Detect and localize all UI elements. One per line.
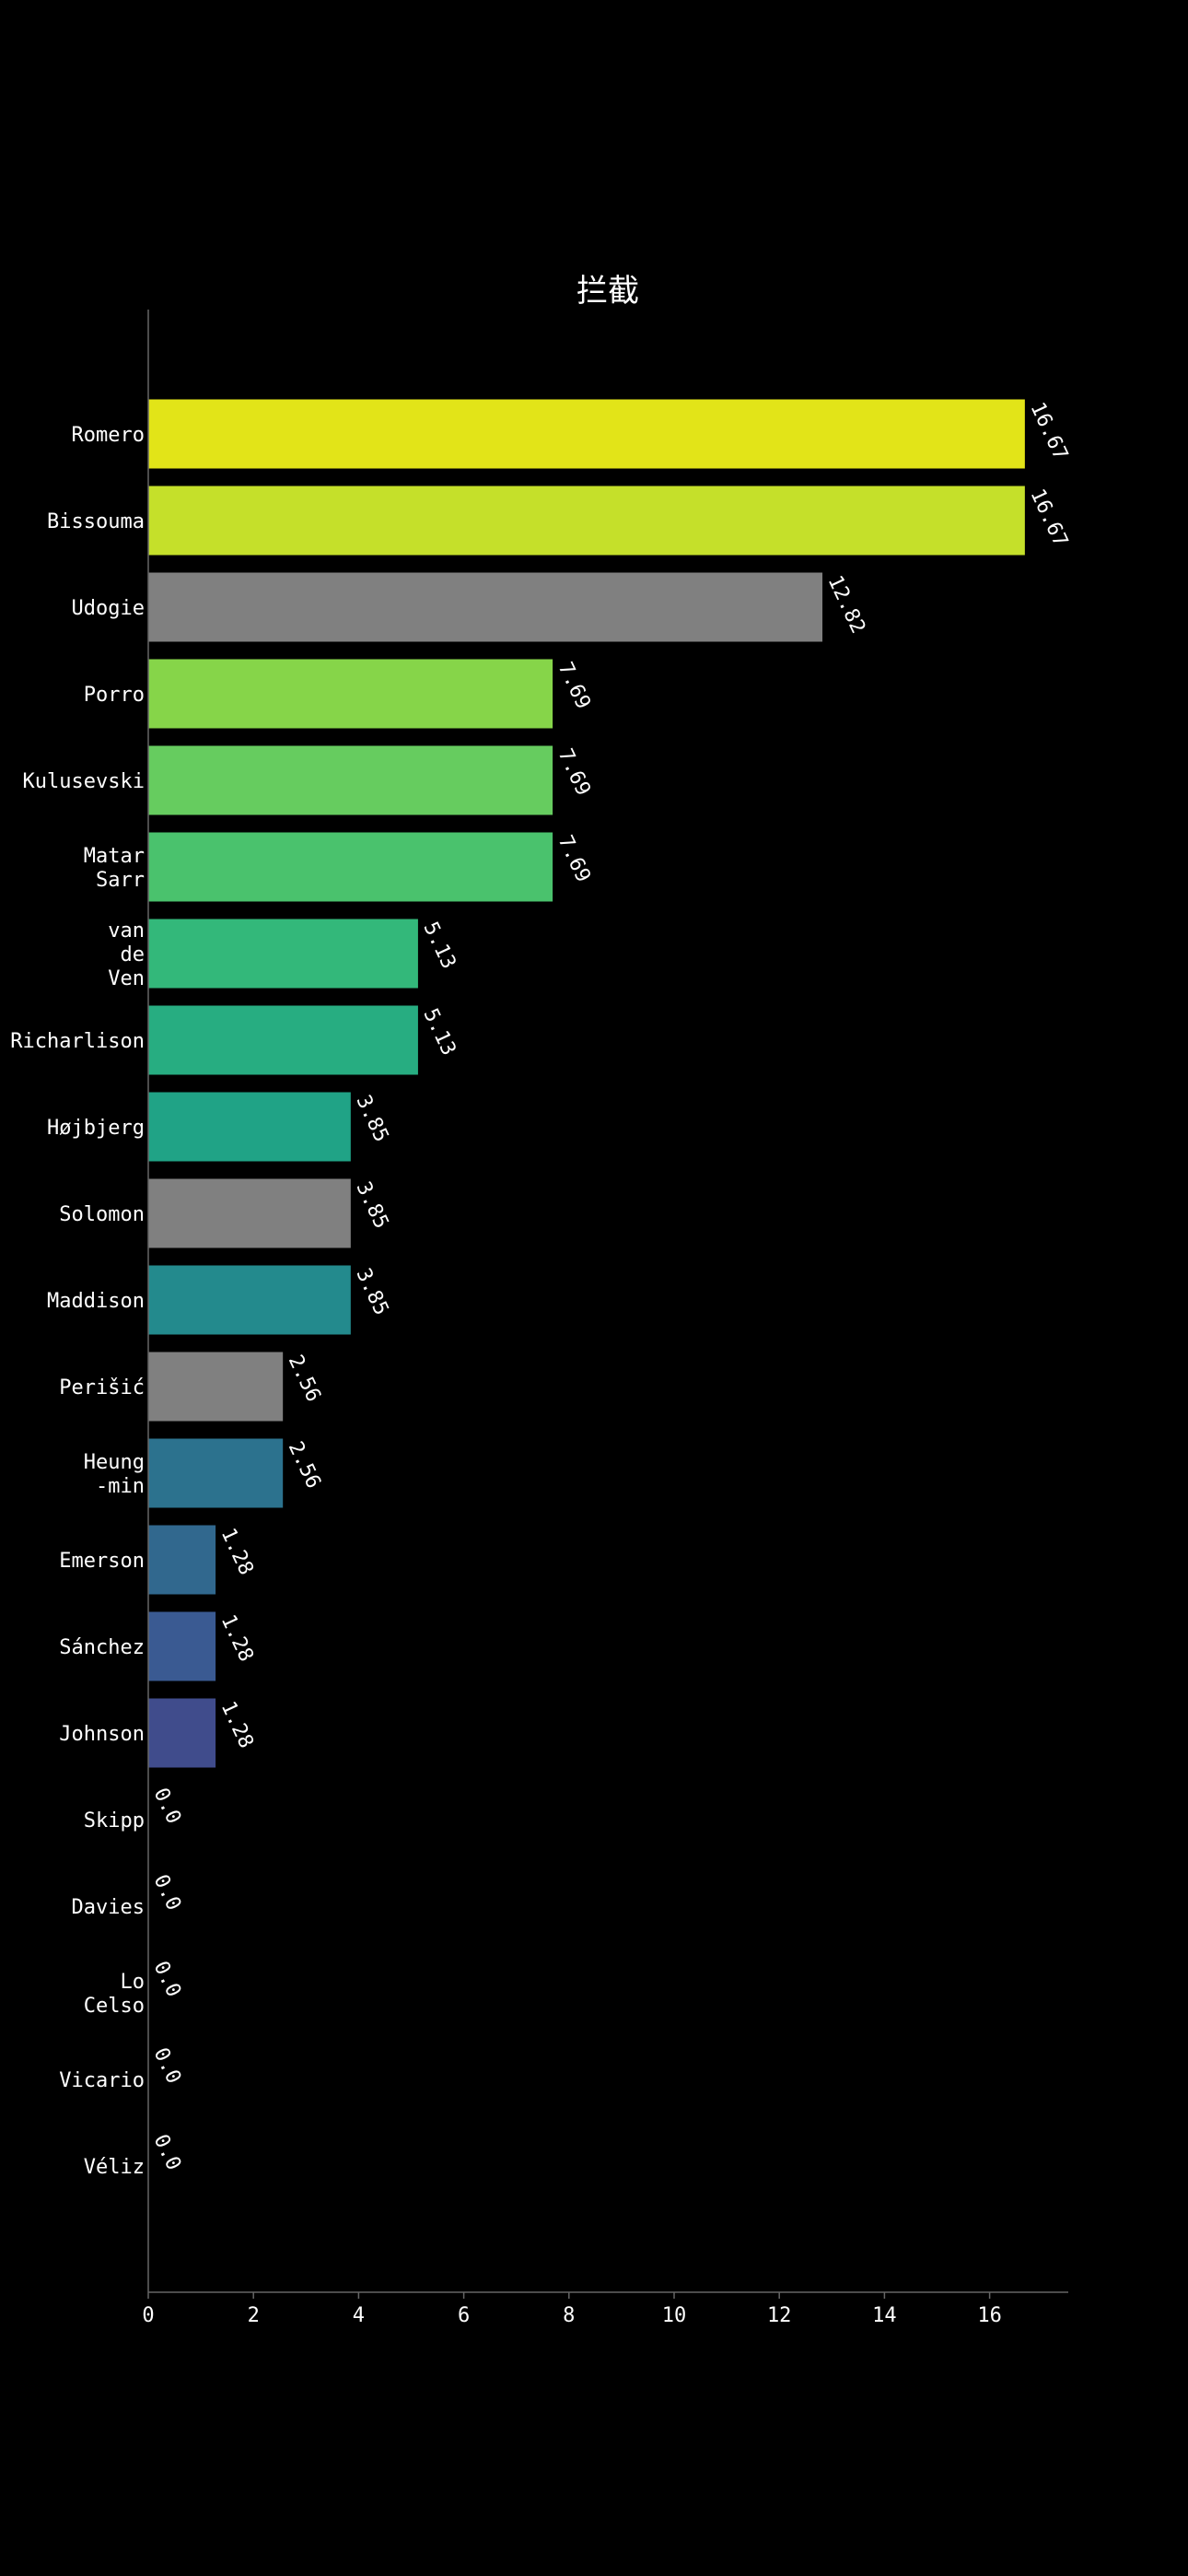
category-label-line: Johnson [59,1723,145,1746]
category-label-5: Matar Sarr [84,845,145,892]
bar-8 [148,1092,351,1162]
category-label-6: van de Ven [108,919,145,990]
category-label-line: Højbjerg [47,1117,145,1140]
category-label-line: Romero [72,424,145,447]
category-label-17: Davies [72,1896,145,1919]
bar-2 [148,572,823,642]
category-label-3: Porro [84,684,145,707]
category-label-13: Emerson [59,1550,145,1573]
value-label-17: 0.0 [149,1871,185,1914]
x-tick-label-1: 2 [248,2304,260,2327]
bar-4 [148,745,553,815]
category-label-1: Bissouma [47,510,145,533]
category-label-line: Solomon [59,1203,145,1226]
bar-13 [148,1525,216,1595]
value-label-9: 3.85 [351,1178,392,1233]
value-label-15: 1.28 [216,1698,258,1752]
value-label-2: 12.82 [823,572,870,638]
bar-7 [148,1005,418,1075]
category-label-line: Véliz [84,2156,145,2179]
bar-12 [148,1438,284,1508]
x-tick-label-4: 8 [563,2304,575,2327]
category-label-line: Heung [84,1451,145,1474]
x-tick-label-3: 6 [458,2304,470,2327]
category-label-16: Skipp [84,1809,145,1832]
x-tick-label-5: 10 [662,2304,687,2327]
value-label-7: 5.13 [418,1005,460,1060]
category-label-line: Maddison [47,1290,145,1313]
bar-6 [148,919,418,989]
category-label-4: Kulusevski [23,770,145,793]
x-tick-label-6: 12 [767,2304,792,2327]
category-label-0: Romero [72,424,145,447]
category-label-line: Bissouma [47,510,145,533]
category-labels: Romero Bissouma Udogie Porro Kulusevski Matar… [10,424,145,2179]
category-label-line: Sánchez [59,1636,145,1659]
value-label-19: 0.0 [149,2044,185,2088]
x-axis-ticks: 0 2 4 6 8 10 12 14 16 [142,2292,1002,2327]
category-label-line: van [108,919,145,943]
x-tick-label-0: 0 [142,2304,154,2327]
category-label-2: Udogie [72,597,145,620]
category-label-line: Vicario [59,2069,145,2092]
category-label-14: Sánchez [59,1636,145,1659]
x-tick-label-8: 16 [977,2304,1002,2327]
value-label-14: 1.28 [216,1611,258,1666]
bars-layer [148,399,1025,1768]
bar-10 [148,1265,351,1335]
bar-15 [148,1698,216,1768]
value-label-12: 2.56 [284,1438,325,1493]
value-label-6: 5.13 [418,919,460,973]
value-label-10: 3.85 [351,1265,392,1319]
x-tick-label-7: 14 [872,2304,897,2327]
category-label-11: Perišić [59,1376,145,1399]
value-label-20: 0.0 [149,2131,185,2174]
category-label-line: Celso [84,1995,145,2018]
category-label-line: Lo [121,1971,146,1994]
category-label-10: Maddison [47,1290,145,1313]
category-label-line: Emerson [59,1550,145,1573]
category-label-line: Perišić [59,1376,145,1399]
category-label-line: Sarr [96,869,145,892]
value-label-0: 16.67 [1025,399,1072,464]
x-tick-label-2: 4 [353,2304,365,2327]
category-label-line: Ven [108,967,145,990]
category-label-18: Lo Celso [84,1971,145,2018]
value-label-3: 7.69 [553,659,595,713]
category-label-line: Matar [84,845,145,868]
category-label-line: Richarlison [10,1030,145,1053]
category-label-line: de [121,943,146,966]
value-label-18: 0.0 [149,1958,185,2001]
bar-3 [148,659,553,729]
category-label-9: Solomon [59,1203,145,1226]
bar-5 [148,832,553,902]
category-label-line: Porro [84,684,145,707]
value-label-1: 16.67 [1025,486,1072,551]
bar-1 [148,486,1025,556]
chart-title: 拦截 [577,273,639,310]
category-label-line: Kulusevski [23,770,145,793]
value-label-11: 2.56 [284,1352,325,1406]
value-label-8: 3.85 [351,1092,392,1146]
value-label-5: 7.69 [553,832,595,886]
value-label-16: 0.0 [149,1785,185,1828]
bar-11 [148,1352,284,1422]
category-label-line: Skipp [84,1809,145,1832]
category-label-line: -min [96,1475,145,1498]
category-label-line: Davies [72,1896,145,1919]
value-label-4: 7.69 [553,745,595,800]
category-label-line: Udogie [72,597,145,620]
category-label-20: Véliz [84,2156,145,2179]
category-label-7: Richarlison [10,1030,145,1053]
bar-9 [148,1178,351,1248]
category-label-8: Højbjerg [47,1117,145,1140]
category-label-15: Johnson [59,1723,145,1746]
category-label-19: Vicario [59,2069,145,2092]
category-label-12: Heung -min [84,1451,145,1498]
bar-14 [148,1611,216,1681]
bar-0 [148,399,1025,469]
value-label-13: 1.28 [216,1525,258,1579]
